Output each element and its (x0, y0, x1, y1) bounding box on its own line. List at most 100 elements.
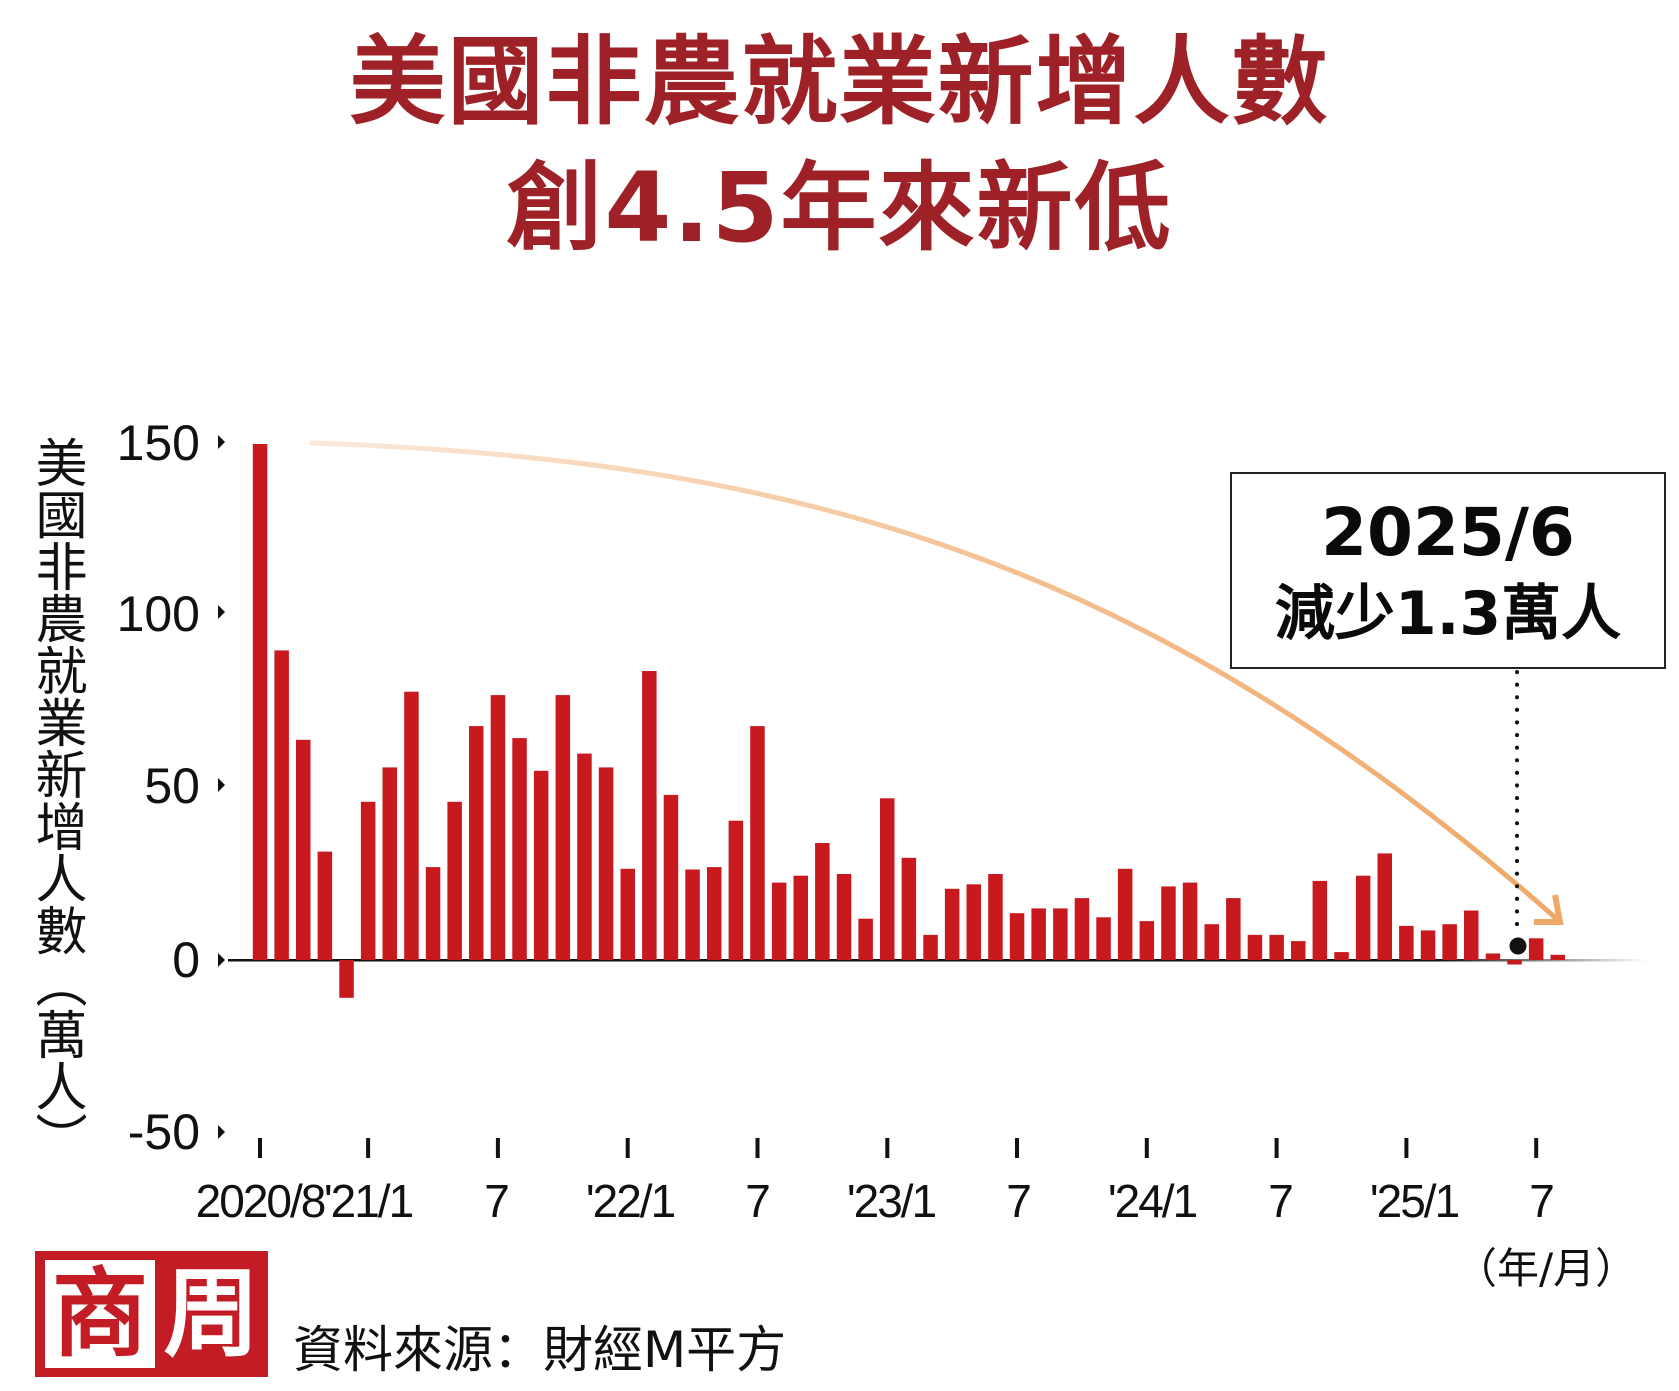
bar-2023/8 (1031, 908, 1046, 960)
chart-title-line2: 創4.5年來新低 (506, 152, 1173, 264)
bar-2024/11 (1355, 875, 1371, 960)
bar-2021/10 (555, 695, 571, 960)
bar-2021/2 (382, 767, 397, 960)
x-tick-label: 7 (745, 1175, 771, 1227)
bar-2025/7 (1528, 938, 1544, 960)
bar-2023/9 (1053, 908, 1068, 960)
x-tick-label: '24/1 (1107, 1175, 1198, 1227)
bar-2024/1 (1139, 921, 1155, 960)
bar-2024/5 (1226, 898, 1241, 960)
bar-2022/4 (685, 869, 700, 960)
bar-2023/12 (1117, 868, 1133, 960)
x-tick-label: '25/1 (1369, 1175, 1460, 1227)
bar-2023/10 (1074, 898, 1090, 960)
x-tick-mark (1534, 1138, 1539, 1158)
bar-2025/5 (1485, 953, 1501, 960)
bar-2023/6 (988, 874, 1003, 960)
bar-2022/1 (620, 868, 635, 960)
y-tick-150: 150 (116, 415, 200, 471)
bar-2022/6 (728, 820, 744, 960)
x-tick-mark (258, 1138, 262, 1158)
bar-2022/7 (750, 726, 765, 960)
bar-2021/1 (360, 801, 376, 960)
x-tick-mark (1274, 1138, 1279, 1158)
bar-2021/7 (490, 695, 506, 960)
x-tick-label: '21/1 (323, 1175, 414, 1227)
bar-2020/12 (339, 960, 354, 998)
x-tick-marks (258, 1138, 1539, 1158)
bar-2023/1 (880, 798, 895, 960)
bar-2023/2 (901, 857, 917, 960)
bar-2023/4 (944, 888, 960, 960)
bar-2024/3 (1182, 882, 1198, 960)
bar-2025/2 (1420, 930, 1436, 960)
x-axis-unit-label: （年/月） (1455, 1244, 1638, 1293)
bar-2022/2 (642, 671, 657, 960)
bars (252, 444, 1565, 998)
publisher-logo: 商 周 (35, 1251, 268, 1377)
bar-2022/9 (793, 875, 808, 960)
x-tick-mark (625, 1138, 630, 1158)
zero-axis-line (228, 959, 1648, 962)
annotation-callout-box: 2025/6 減少1.3萬人 (1230, 472, 1666, 669)
bar-2021/8 (512, 738, 527, 960)
logo-char-1: 商 (45, 1260, 155, 1368)
y-tick-markers (218, 435, 225, 1139)
bar-2025/6 (1507, 960, 1522, 965)
bar-2022/3 (663, 794, 679, 960)
bar-2021/5 (447, 801, 462, 960)
bar-2021/12 (598, 767, 614, 960)
bar-2024/2 (1161, 886, 1176, 960)
bar-2021/4 (425, 867, 441, 960)
x-tick-label: 7 (1006, 1175, 1032, 1227)
y-tick-100: 100 (116, 586, 200, 642)
bar-2023/11 (1096, 917, 1111, 960)
x-tick-label: 7 (1268, 1175, 1294, 1227)
bar-2024/7 (1269, 934, 1284, 960)
bar-2021/9 (533, 770, 549, 960)
bar-2023/7 (1009, 913, 1025, 960)
bar-2024/4 (1204, 924, 1219, 960)
bar-2022/10 (815, 843, 830, 960)
bar-2025/3 (1442, 924, 1457, 960)
x-tick-mark (1144, 1138, 1149, 1158)
callout-date: 2025/6 (1321, 494, 1575, 571)
data-source: 資料來源：財經M平方 (293, 1321, 787, 1379)
x-tick-mark (495, 1138, 500, 1158)
bar-2020/8 (252, 444, 268, 960)
bar-2020/10 (296, 739, 311, 960)
bar-2022/11 (836, 874, 852, 960)
x-tick-label: 7 (1529, 1175, 1555, 1227)
bar-2024/12 (1377, 853, 1392, 960)
callout-text: 減少1.3萬人 (1274, 579, 1622, 649)
bar-2022/12 (858, 918, 873, 960)
x-tick-label: 7 (484, 1175, 510, 1227)
bar-2021/6 (469, 726, 484, 960)
bar-2021/11 (577, 753, 592, 960)
logo-char-2: 周 (163, 1257, 260, 1370)
x-tick-mark (1404, 1138, 1409, 1158)
bar-2024/6 (1247, 934, 1263, 960)
bar-2021/3 (404, 691, 419, 960)
x-tick-mark (755, 1138, 760, 1158)
x-tick-mark (366, 1138, 371, 1158)
bar-2022/8 (771, 882, 787, 960)
chart-title-line1: 美國非農就業新增人數 (349, 26, 1330, 138)
x-tick-label: 2020/8 (195, 1175, 327, 1227)
x-tick-mark (1015, 1138, 1019, 1158)
callout-point-marker (1509, 937, 1527, 955)
y-axis-label: 美國非農就業新增人數（萬人） (26, 436, 86, 1164)
bar-2025/1 (1399, 925, 1414, 960)
bar-2022/5 (707, 867, 722, 960)
bar-2023/5 (966, 884, 981, 960)
y-tick-0: 0 (172, 932, 200, 988)
bar-2025/4 (1464, 910, 1479, 960)
trend-arrow-curve (309, 440, 1561, 923)
x-tick-label: '23/1 (846, 1175, 937, 1227)
bar-2020/9 (274, 650, 289, 960)
bar-2024/10 (1334, 952, 1349, 960)
bar-2025/8 (1550, 954, 1565, 960)
bar-2024/9 (1312, 880, 1328, 960)
y-tick-50: 50 (144, 758, 200, 814)
